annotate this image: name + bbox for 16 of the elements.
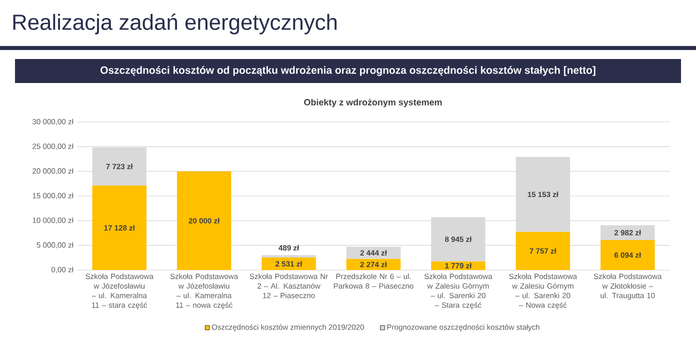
bar xyxy=(92,186,146,270)
chart-subtitle: Oszczędności kosztów od początku wdrożenia oraz prognoza oszczędności kosztów stałych [netto] xyxy=(100,66,596,76)
chart-title: Realizacja zadań energetycznych xyxy=(13,14,337,34)
bar xyxy=(600,225,655,240)
bar xyxy=(262,255,316,258)
bar xyxy=(262,258,316,270)
text: Obiekty z wdrożonym systemem xyxy=(304,98,442,108)
bar xyxy=(516,232,570,270)
bar xyxy=(346,246,401,259)
bar xyxy=(346,258,401,270)
bar xyxy=(431,217,486,262)
bar xyxy=(516,156,570,232)
bar xyxy=(431,261,486,270)
bar xyxy=(92,147,146,186)
bar xyxy=(176,171,232,270)
bar xyxy=(600,240,655,270)
